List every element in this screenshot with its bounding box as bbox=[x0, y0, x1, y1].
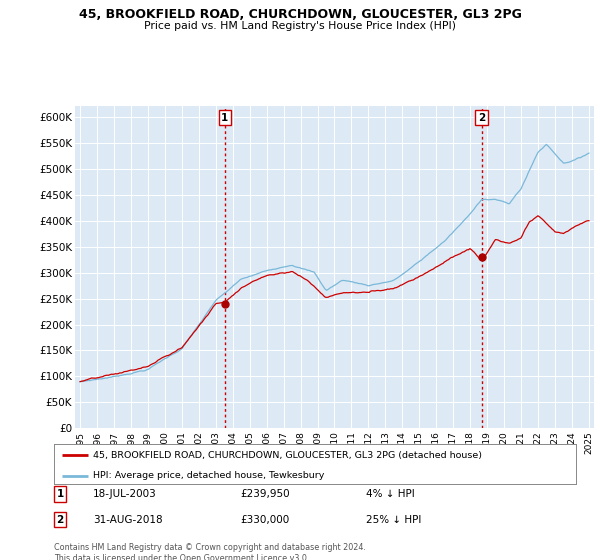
Text: 18-JUL-2003: 18-JUL-2003 bbox=[93, 489, 157, 499]
Text: 2: 2 bbox=[56, 515, 64, 525]
Text: £330,000: £330,000 bbox=[240, 515, 289, 525]
Text: 31-AUG-2018: 31-AUG-2018 bbox=[93, 515, 163, 525]
Text: 45, BROOKFIELD ROAD, CHURCHDOWN, GLOUCESTER, GL3 2PG (detached house): 45, BROOKFIELD ROAD, CHURCHDOWN, GLOUCES… bbox=[93, 451, 482, 460]
Text: HPI: Average price, detached house, Tewkesbury: HPI: Average price, detached house, Tewk… bbox=[93, 471, 325, 480]
Text: Contains HM Land Registry data © Crown copyright and database right 2024.
This d: Contains HM Land Registry data © Crown c… bbox=[54, 543, 366, 560]
Text: 45, BROOKFIELD ROAD, CHURCHDOWN, GLOUCESTER, GL3 2PG: 45, BROOKFIELD ROAD, CHURCHDOWN, GLOUCES… bbox=[79, 8, 521, 21]
Text: 25% ↓ HPI: 25% ↓ HPI bbox=[366, 515, 421, 525]
Text: 1: 1 bbox=[221, 113, 229, 123]
Text: 2: 2 bbox=[478, 113, 485, 123]
Text: 4% ↓ HPI: 4% ↓ HPI bbox=[366, 489, 415, 499]
Text: £239,950: £239,950 bbox=[240, 489, 290, 499]
Text: 1: 1 bbox=[56, 489, 64, 499]
Text: Price paid vs. HM Land Registry's House Price Index (HPI): Price paid vs. HM Land Registry's House … bbox=[144, 21, 456, 31]
